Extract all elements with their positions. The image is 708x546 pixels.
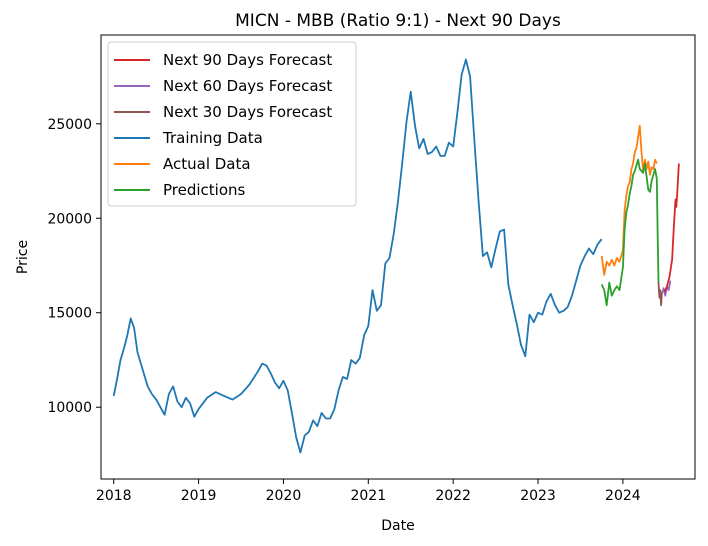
x-tick-label: 2024 bbox=[605, 488, 641, 504]
x-axis-ticks: 2018 2019 2020 2021 2022 2023 2024 bbox=[96, 479, 641, 504]
legend-label-training-data: Training Data bbox=[162, 129, 263, 147]
legend-label-next-60-days-forecast: Next 60 Days Forecast bbox=[163, 77, 332, 95]
x-tick-label: 2018 bbox=[96, 488, 132, 504]
x-tick-label: 2023 bbox=[520, 488, 556, 504]
legend: Next 90 Days Forecast Next 60 Days Foreca… bbox=[107, 41, 357, 207]
plot-frame bbox=[100, 34, 696, 480]
y-tick-label: 15000 bbox=[47, 306, 92, 322]
y-tick-label: 25000 bbox=[47, 117, 92, 133]
series-layer bbox=[112, 58, 680, 454]
legend-label-next-90-days-forecast: Next 90 Days Forecast bbox=[163, 51, 332, 69]
y-tick-label: 10000 bbox=[47, 400, 92, 416]
legend-label-predictions: Predictions bbox=[163, 181, 246, 199]
x-axis-label: Date bbox=[381, 518, 414, 534]
series-line-actual-data bbox=[600, 124, 658, 276]
y-tick-label: 20000 bbox=[47, 211, 92, 227]
x-tick-label: 2021 bbox=[350, 488, 386, 504]
y-axis-label: Price bbox=[15, 240, 31, 274]
series-line-next-60-days-forecast bbox=[661, 280, 672, 297]
chart-title: MICN - MBB (Ratio 9:1) - Next 90 Days bbox=[235, 11, 561, 31]
series-line-next-30-days-forecast bbox=[657, 282, 663, 307]
y-axis-ticks: 10000 15000 20000 25000 bbox=[47, 117, 101, 416]
series-line-next-90-days-forecast bbox=[663, 163, 680, 293]
x-tick-label: 2019 bbox=[181, 488, 217, 504]
series-line-predictions bbox=[600, 158, 660, 307]
legend-label-next-30-days-forecast: Next 30 Days Forecast bbox=[163, 103, 332, 121]
legend-box bbox=[107, 41, 357, 207]
x-tick-label: 2022 bbox=[435, 488, 471, 504]
legend-label-actual-data: Actual Data bbox=[163, 155, 251, 173]
series-line-training-data bbox=[112, 58, 603, 454]
x-tick-label: 2020 bbox=[266, 488, 302, 504]
